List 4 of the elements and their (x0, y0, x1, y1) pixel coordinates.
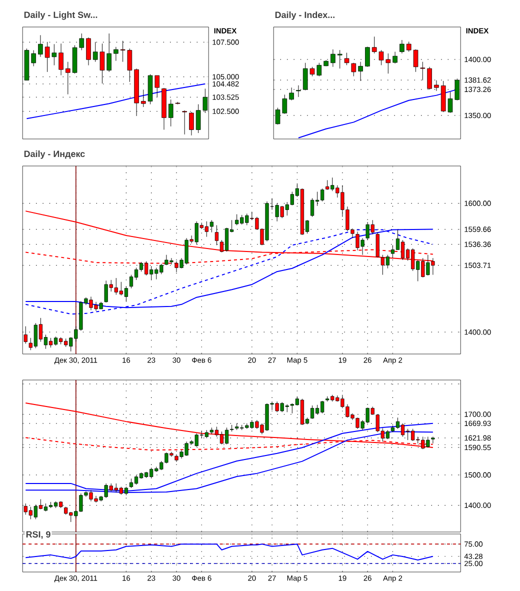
chart-title: Daily - Light Sw... (24, 11, 98, 20)
chart-title: Daily - Index... (276, 11, 335, 20)
chart-title: RSI, 9 (26, 531, 51, 539)
chart-title: Daily - Индекс (24, 150, 86, 159)
